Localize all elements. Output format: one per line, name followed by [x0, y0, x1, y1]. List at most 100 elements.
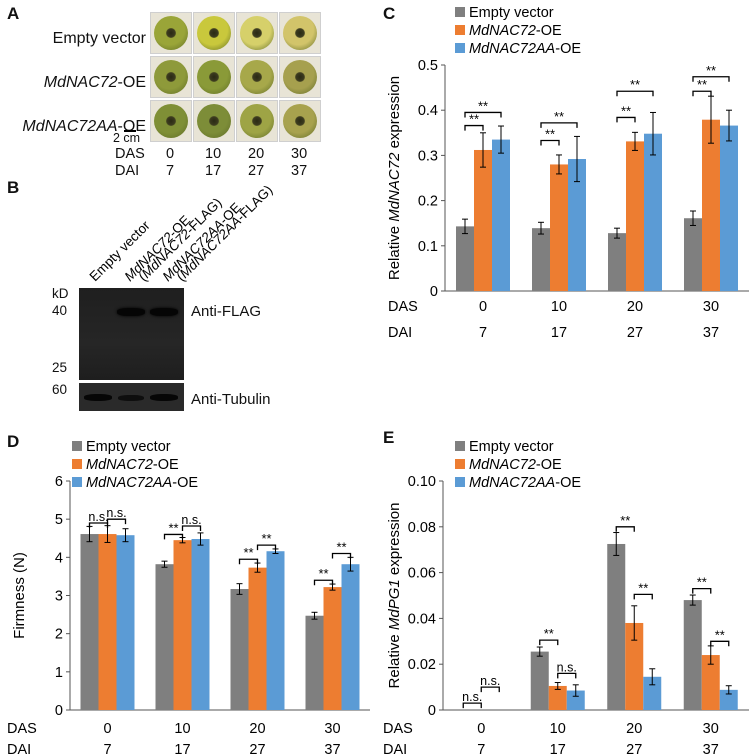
- legend-swatch: [455, 25, 465, 35]
- panel-a-dai-label: DAI: [115, 163, 140, 179]
- bar: [474, 149, 492, 291]
- das-value: 0: [477, 721, 485, 737]
- panel-letter-c: C: [383, 4, 396, 23]
- das-value: 0: [479, 299, 487, 315]
- das-value: 20: [249, 721, 265, 737]
- significance-label: n.s.: [88, 510, 108, 524]
- legend-swatch: [72, 459, 82, 469]
- y-tick-label: 0.10: [408, 474, 436, 490]
- y-tick-label: 4: [55, 550, 63, 566]
- marker-40: 40: [52, 303, 68, 318]
- significance-bracket: [106, 518, 127, 525]
- significance-label: **: [168, 520, 178, 535]
- bar: [607, 543, 626, 710]
- dai-value: 17: [550, 742, 566, 756]
- significance-label: **: [620, 513, 630, 528]
- bar: [684, 218, 702, 291]
- significance-bracket: [557, 672, 577, 679]
- dai-value: 37: [324, 742, 340, 756]
- anti-flag-blot: [79, 288, 184, 380]
- significance-label: **: [478, 98, 488, 113]
- fruit-photo: [150, 12, 192, 54]
- significance-bracket: [692, 587, 712, 594]
- y-tick-label: 0.1: [418, 239, 438, 255]
- significance-bracket: [464, 124, 484, 131]
- significance-label: **: [243, 545, 253, 560]
- legend-swatch: [72, 477, 82, 487]
- panel-letter-d: D: [7, 432, 20, 451]
- lane-labels: Empty vectorMdNAC72-OE(MdNAC72-FLAG)MdNA…: [87, 182, 276, 284]
- panel-a-dai-value: 27: [248, 163, 265, 179]
- bar: [230, 589, 249, 710]
- bar: [341, 564, 360, 710]
- significance-label: **: [469, 112, 479, 127]
- chart-e-expression-mdpg1: 0 0.02 0.04 0.06 0.08 0.10 Relative MdPG1 expr…: [383, 439, 749, 756]
- panel-letter-a: A: [7, 4, 20, 23]
- bar: [720, 125, 738, 292]
- dai-value: 7: [479, 325, 487, 341]
- marker-25: 25: [52, 360, 68, 375]
- significance-label: n.s.: [181, 513, 201, 527]
- dai-value: 37: [703, 742, 719, 756]
- y-tick-label: 0.5: [418, 58, 438, 74]
- significance-label: **: [261, 531, 271, 546]
- das-value: 10: [551, 299, 567, 315]
- das-value: 10: [174, 721, 190, 737]
- bar: [191, 539, 210, 710]
- y-axis-label: Relative MdNAC72 expression: [386, 76, 403, 280]
- fruit-photo: [236, 56, 278, 98]
- legend-swatch: [455, 7, 465, 17]
- significance-label: **: [545, 126, 555, 141]
- scale-bar: [124, 130, 136, 132]
- tubulin-band-3: [150, 394, 178, 401]
- y-tick-label: 0.3: [418, 148, 438, 164]
- das-value: 0: [103, 721, 111, 737]
- significance-bracket: [464, 111, 502, 118]
- bar: [702, 119, 720, 291]
- significance-bracket: [540, 122, 578, 128]
- bar: [80, 534, 99, 710]
- significance-label: n.s.: [462, 690, 482, 704]
- das-label: DAS: [7, 721, 37, 737]
- panel-a-row-label: MdNAC72-OE: [43, 74, 146, 91]
- panel-letter-e: E: [383, 428, 395, 447]
- significance-bracket: [710, 640, 730, 647]
- bar: [550, 164, 568, 291]
- bar: [701, 655, 720, 710]
- legend-swatch: [455, 459, 465, 469]
- dai-label: DAI: [383, 742, 407, 756]
- legend-label: MdNAC72AA-OE: [469, 475, 581, 491]
- dai-value: 27: [249, 742, 265, 756]
- das-label: DAS: [383, 721, 413, 737]
- panel-a-dai-value: 37: [291, 163, 308, 179]
- legend-label: Empty vector: [469, 439, 554, 455]
- bar: [643, 676, 662, 710]
- significance-bracket: [616, 116, 636, 123]
- y-tick-label: 1: [55, 665, 63, 681]
- scale-bar-label: 2 cm: [113, 131, 141, 145]
- chart-c-expression-mdnac72: 0 0.1 0.2 0.3 0.4 0.5 Relative MdNAC72 express…: [386, 5, 749, 341]
- significance-label: **: [630, 77, 640, 92]
- anti-flag-label: Anti-FLAG: [191, 303, 262, 320]
- panel-a-das-value: 10: [205, 146, 222, 162]
- y-tick-label: 0.2: [418, 194, 438, 210]
- panel-a-das-value: 30: [291, 146, 308, 162]
- significance-bracket: [480, 686, 500, 693]
- das-value: 30: [324, 721, 340, 737]
- significance-label: **: [336, 540, 346, 555]
- dai-value: 27: [626, 742, 642, 756]
- significance-bracket: [692, 76, 730, 82]
- legend-label: MdNAC72-OE: [86, 457, 179, 473]
- bar: [626, 141, 644, 291]
- bar: [248, 567, 267, 710]
- significance-bracket: [331, 552, 352, 559]
- legend-label: MdNAC72AA-OE: [86, 475, 198, 491]
- fruit-photo: [193, 56, 235, 98]
- significance-bracket: [313, 579, 334, 586]
- das-value: 20: [627, 299, 643, 315]
- fruit-photo: [193, 100, 235, 142]
- dai-value: 37: [703, 325, 719, 341]
- anti-tubulin-label: Anti-Tubulin: [191, 391, 271, 408]
- y-tick-label: 0: [428, 703, 436, 719]
- bar: [305, 615, 324, 710]
